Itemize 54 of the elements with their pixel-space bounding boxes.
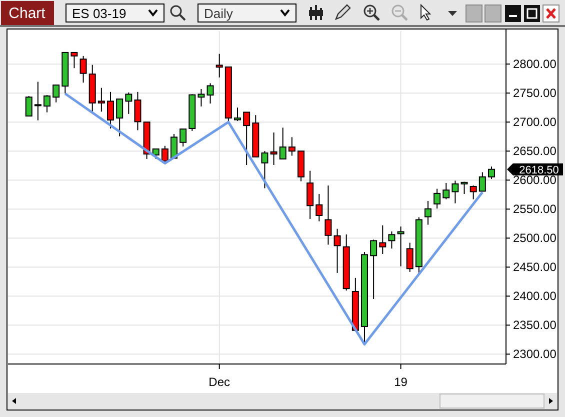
y-tick-label: 2350.00 <box>513 318 557 332</box>
candlestick <box>98 87 105 112</box>
candlestick <box>116 98 124 137</box>
candlestick <box>107 91 114 129</box>
candlestick <box>334 228 341 274</box>
y-tick-label: 2800.00 <box>513 57 557 72</box>
candlestick <box>288 136 296 156</box>
candlestick <box>70 52 78 69</box>
y-tick-label: 2700.00 <box>513 115 557 130</box>
candlestick <box>261 150 268 189</box>
text: Daily <box>204 6 234 21</box>
candlestick <box>370 239 378 300</box>
candlestick <box>470 184 477 200</box>
candlestick <box>80 55 87 84</box>
candlestick <box>134 91 142 131</box>
candlestick <box>180 128 187 147</box>
candlestick <box>243 112 250 166</box>
text: Chart <box>8 5 46 22</box>
candlestick <box>406 242 414 272</box>
x-tick-label: Dec <box>208 375 230 389</box>
candlestick <box>52 84 60 103</box>
candlestick <box>125 92 132 114</box>
y-tick-label: 2500.00 <box>513 231 557 246</box>
candlestick <box>206 82 214 104</box>
candlestick <box>434 188 441 210</box>
candlestick <box>25 95 32 117</box>
candlestick <box>324 184 332 246</box>
y-tick-label: 2400.00 <box>513 289 557 304</box>
candlestick <box>478 172 486 192</box>
y-tick-label: 2300.00 <box>513 347 557 362</box>
candlestick <box>488 166 495 180</box>
x-tick-label: 19 <box>394 375 408 389</box>
candlestick <box>198 88 205 107</box>
candlestick <box>442 182 450 200</box>
candlestick <box>234 107 241 122</box>
candlestick <box>270 132 278 166</box>
candlestick <box>460 181 468 195</box>
candlestick <box>316 194 323 222</box>
candlestick <box>161 145 168 162</box>
candlestick <box>216 53 223 78</box>
y-tick-label: 2550.00 <box>513 202 557 216</box>
y-tick-label: 2750.00 <box>513 86 557 100</box>
candlestick <box>44 94 51 113</box>
candlestick <box>388 230 396 250</box>
candlestick <box>397 226 404 267</box>
y-tick-label: 2650.00 <box>513 144 557 158</box>
candlestick <box>379 224 386 255</box>
candlestick <box>306 170 314 220</box>
y-tick-label: 2450.00 <box>513 260 557 274</box>
text: ES 03-19 <box>72 6 126 21</box>
candlestick <box>452 180 459 204</box>
candlestick <box>34 81 42 121</box>
candlestick <box>279 127 286 160</box>
candlestick <box>424 200 432 226</box>
